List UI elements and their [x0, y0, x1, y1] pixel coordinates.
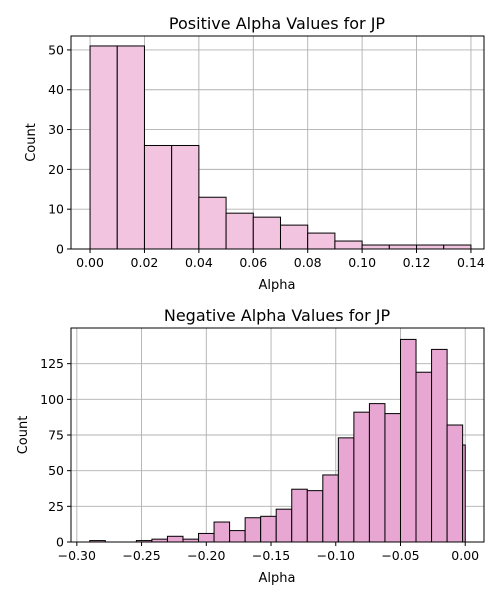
y-tick-label: 50 — [48, 42, 64, 57]
positive-alpha-chart: Positive Alpha Values for JP 0.00 0.02 0.0… — [24, 14, 485, 293]
histogram-bar — [368, 403, 386, 543]
histogram-bar — [279, 224, 309, 250]
y-tick-label: 50 — [48, 463, 64, 478]
histogram-bar — [415, 371, 433, 543]
histogram-bar — [166, 535, 184, 543]
y-tick-label: 10 — [48, 202, 64, 217]
plot-frame — [70, 35, 485, 250]
histogram-bar — [229, 530, 246, 543]
x-tick-label: 0.08 — [294, 255, 322, 270]
histogram-bar — [446, 424, 464, 543]
x-axis-label: Alpha — [259, 278, 296, 293]
histogram-bar — [116, 45, 145, 250]
x-tick-label: 0.06 — [239, 255, 267, 270]
histogram-bar — [252, 216, 281, 250]
x-tick-label: −0.05 — [381, 548, 419, 563]
x-tick-label: 0.10 — [348, 255, 376, 270]
histogram-bar — [337, 437, 355, 543]
x-axis-label: Alpha — [259, 571, 296, 586]
y-tick-label: 75 — [48, 428, 64, 443]
y-tick-label: 40 — [48, 82, 64, 97]
histogram-bar — [399, 338, 417, 543]
histogram-bar — [443, 244, 472, 250]
histogram-bar — [89, 45, 118, 250]
x-tick-label: −0.25 — [122, 548, 160, 563]
histogram-bar — [307, 232, 336, 250]
x-tick-label: 0.00 — [76, 255, 104, 270]
histogram-bar — [171, 144, 200, 250]
x-tick-label: 0.02 — [131, 255, 159, 270]
histogram-bar — [334, 240, 363, 250]
y-tick-label: 100 — [40, 392, 64, 407]
histogram-bar — [260, 515, 277, 543]
histogram-bar — [198, 196, 227, 250]
x-tick-label: −0.10 — [317, 548, 355, 563]
histogram-bar — [322, 474, 339, 543]
y-tick-label: 30 — [48, 122, 64, 137]
x-tick-label: 0.00 — [451, 548, 479, 563]
chart-title: Positive Alpha Values for JP — [169, 14, 386, 33]
y-tick-label: 0 — [56, 535, 64, 550]
histogram-bar — [361, 244, 390, 250]
x-tick-label: 0.12 — [403, 255, 431, 270]
x-tick-label: 0.04 — [185, 255, 213, 270]
histogram-bar — [416, 244, 445, 250]
negative-alpha-chart: Negative Alpha Values for JP −0.30 −0.25 −… — [16, 306, 485, 586]
y-tick-label: 0 — [56, 242, 64, 257]
histogram-bar — [353, 411, 370, 543]
histogram-bar — [291, 488, 308, 543]
histogram-bar — [306, 490, 324, 543]
y-tick-label: 125 — [40, 356, 64, 371]
histogram-bar — [275, 508, 293, 543]
histogram-bar — [462, 444, 466, 543]
histogram-bar — [143, 144, 173, 250]
y-tick-label: 20 — [48, 162, 64, 177]
y-axis-label: Count — [16, 416, 31, 455]
x-tick-label: −0.20 — [187, 548, 225, 563]
x-tick-label: −0.15 — [252, 548, 290, 563]
x-tick-label: 0.14 — [457, 255, 485, 270]
chart-title: Negative Alpha Values for JP — [164, 306, 391, 325]
histogram-bar — [225, 212, 254, 250]
histogram-bar — [388, 244, 418, 250]
y-axis-label: Count — [24, 123, 39, 162]
histogram-bar — [244, 517, 262, 543]
histogram-bar — [198, 532, 215, 543]
y-tick-label: 25 — [48, 499, 64, 514]
x-tick-label: −0.30 — [58, 548, 96, 563]
histogram-bar — [384, 413, 401, 543]
histogram-bar — [431, 348, 448, 543]
histogram-bar — [213, 521, 231, 543]
